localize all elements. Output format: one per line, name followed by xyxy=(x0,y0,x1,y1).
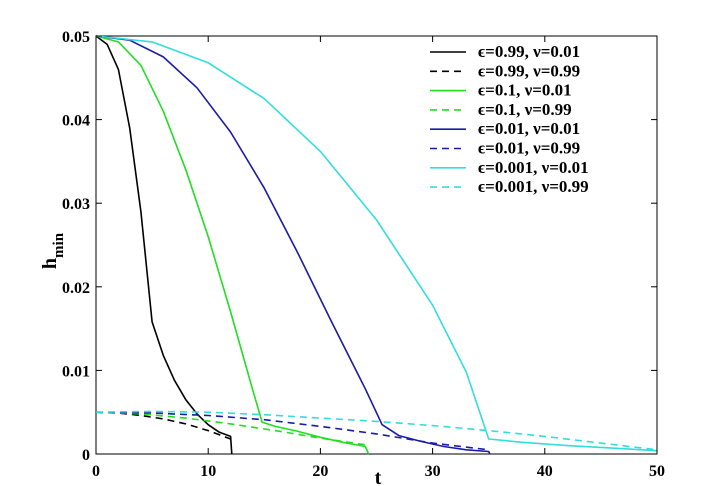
legend-label-1: ϵ=0.99, ν=0.01 xyxy=(478,42,580,61)
plot-area xyxy=(95,35,658,455)
x-tick-label: 0 xyxy=(92,463,100,480)
y-tick-label: 0 xyxy=(82,447,90,464)
y-tick-label: 0.02 xyxy=(62,280,90,297)
series-line-1 xyxy=(95,35,233,455)
legend-label-2: ϵ=0.99, ν=0.99 xyxy=(478,61,580,80)
legend-label-7: ϵ=0.001, ν=0.01 xyxy=(478,158,589,177)
x-tick-label: 40 xyxy=(537,463,553,480)
legend-label-6: ϵ=0.01, ν=0.99 xyxy=(478,139,580,158)
x-tick-label: 20 xyxy=(312,463,328,480)
y-axis-label-main: h xyxy=(39,258,61,269)
x-tick-label: 50 xyxy=(649,463,665,480)
legend-label-8: ϵ=0.001, ν=0.99 xyxy=(478,177,589,196)
series-line-7 xyxy=(95,35,658,452)
series-line-6 xyxy=(95,411,489,451)
y-axis-label: hmin xyxy=(39,232,67,269)
y-tick-label: 0.04 xyxy=(62,113,90,130)
svg-text:hmin: hmin xyxy=(39,232,67,269)
y-axis-label-sub: min xyxy=(51,232,67,258)
series-layer xyxy=(95,35,658,455)
x-axis-label: t xyxy=(375,467,382,486)
x-tick-label: 30 xyxy=(425,463,441,480)
series-line-8 xyxy=(95,410,658,451)
y-tick-label: 0.01 xyxy=(62,363,90,380)
y-tick-label: 0.03 xyxy=(62,196,90,213)
series-line-4 xyxy=(95,411,366,446)
legend-label-5: ϵ=0.01, ν=0.01 xyxy=(478,119,580,138)
legend: ϵ=0.99, ν=0.01ϵ=0.99, ν=0.99ϵ=0.1, ν=0.0… xyxy=(430,42,589,196)
series-line-5 xyxy=(95,35,491,455)
y-tick-label: 0.05 xyxy=(62,29,90,46)
x-tick-label: 10 xyxy=(200,463,216,480)
tick-layer: 0 10 20 30 40 50 0 0.01 0.02 0.03 0.04 0.05 xyxy=(62,29,665,480)
legend-label-4: ϵ=0.1, ν=0.99 xyxy=(478,100,572,119)
legend-label-3: ϵ=0.1, ν=0.01 xyxy=(478,81,572,100)
